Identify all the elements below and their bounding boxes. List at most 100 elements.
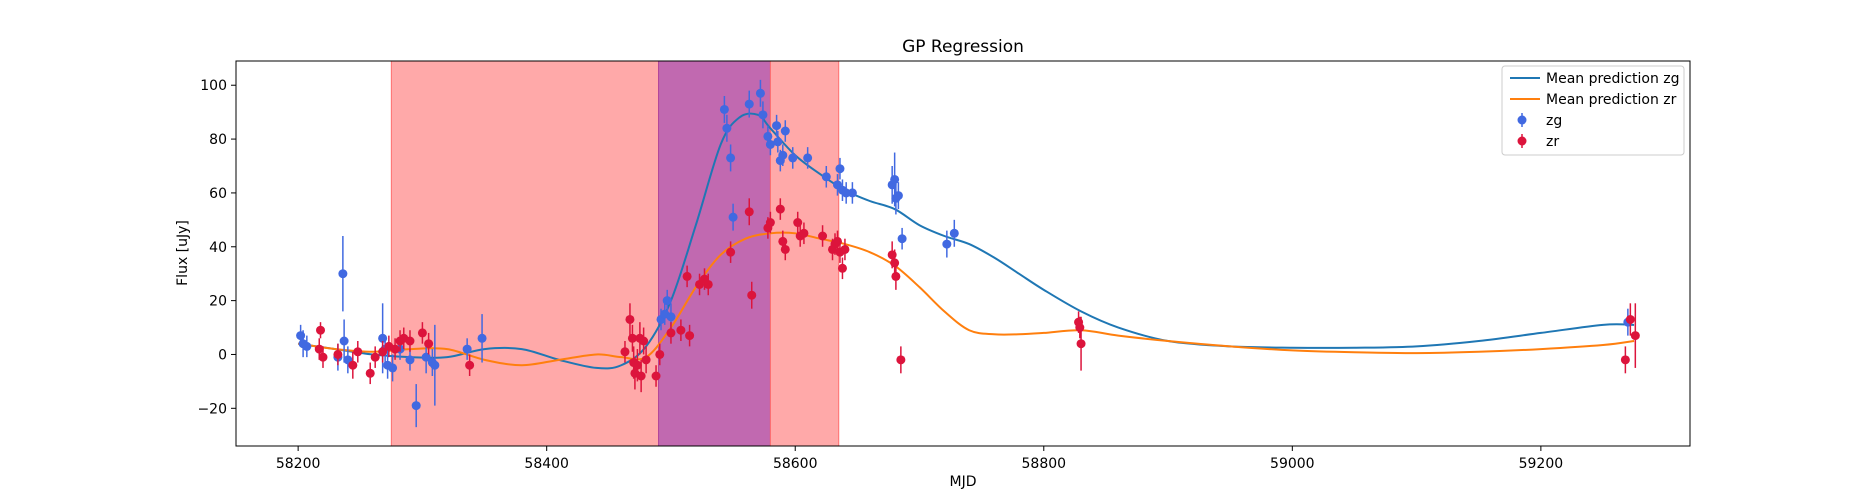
data-point-zr-53 <box>840 244 850 254</box>
data-point-zg-28 <box>755 88 765 98</box>
x-axis-ticks: 58200 58400 58600 58800 59000 59200 <box>276 446 1563 472</box>
data-point-zg-43 <box>841 188 851 198</box>
data-point-zg-22 <box>666 312 676 322</box>
data-point-zg-48 <box>893 191 903 201</box>
data-point-zg-51 <box>949 228 959 238</box>
data-point-zg-31 <box>765 139 775 149</box>
y-axis-label: Flux [uJy] <box>175 220 191 286</box>
data-point-zg-26 <box>728 212 738 222</box>
data-point-zg-12 <box>405 355 415 365</box>
data-point-zr-19 <box>627 333 637 343</box>
data-point-zg-27 <box>744 99 754 109</box>
y-tick-label-0: −20 <box>197 401 227 417</box>
data-point-zr-27 <box>651 371 661 381</box>
data-point-zr-1 <box>314 344 324 354</box>
x-axis-label: MJD <box>950 474 977 490</box>
data-point-zr-15 <box>424 339 434 349</box>
data-point-zg-29 <box>758 110 768 120</box>
data-point-zr-18 <box>625 314 635 324</box>
data-point-zr-22 <box>632 360 642 370</box>
data-point-zr-62 <box>1625 314 1635 324</box>
data-point-zg-16 <box>430 360 440 370</box>
data-point-zg-14 <box>421 352 431 362</box>
data-point-zr-35 <box>703 279 713 289</box>
chart-title: GP Regression <box>902 37 1024 57</box>
data-point-zg-5 <box>339 336 349 346</box>
y-tick-label-6: 100 <box>200 78 227 94</box>
data-point-zg-24 <box>722 123 732 133</box>
data-point-zr-59 <box>1075 323 1085 333</box>
data-point-zg-38 <box>803 153 813 163</box>
data-point-zg-50 <box>942 239 952 249</box>
data-point-zr-47 <box>818 231 828 241</box>
data-point-zr-17 <box>620 347 630 357</box>
data-point-zr-3 <box>333 349 343 359</box>
data-point-zr-61 <box>1620 355 1630 365</box>
data-point-zg-41 <box>835 164 845 174</box>
data-point-zr-57 <box>896 355 906 365</box>
data-point-zr-32 <box>685 331 695 341</box>
data-point-zg-18 <box>477 333 487 343</box>
data-point-zr-37 <box>744 207 754 217</box>
data-point-zr-4 <box>348 360 358 370</box>
x-tick-label-2: 58600 <box>773 456 818 472</box>
data-point-zr-63 <box>1630 331 1640 341</box>
data-point-zr-60 <box>1076 339 1086 349</box>
prediction-line-1 <box>297 231 1635 367</box>
data-point-zr-52 <box>837 263 847 273</box>
data-point-zr-46 <box>799 228 809 238</box>
data-point-zr-0 <box>316 325 326 335</box>
data-point-zr-30 <box>676 325 686 335</box>
x-tick-label-1: 58400 <box>524 456 569 472</box>
legend-marker-zg <box>1517 113 1527 127</box>
data-point-zr-56 <box>891 271 901 281</box>
legend-label-zr: zr <box>1546 134 1559 150</box>
data-point-zg-23 <box>719 104 729 114</box>
plot-frame <box>235 60 1691 447</box>
data-point-zg-39 <box>821 172 831 182</box>
data-point-zg-49 <box>897 234 907 244</box>
data-point-zr-55 <box>890 258 900 268</box>
data-point-zg-2 <box>302 341 312 351</box>
data-point-zr-29 <box>666 328 676 338</box>
x-tick-label-3: 58800 <box>1022 456 1067 472</box>
legend-box <box>1501 65 1685 156</box>
y-axis-ticks: −20 0 20 40 60 80 100 <box>197 78 236 417</box>
data-point-zr-5 <box>353 347 363 357</box>
legend-marker-zr <box>1517 134 1527 148</box>
data-point-zg-37 <box>788 153 798 163</box>
legend: Mean prediction zg Mean prediction zr zg… <box>1501 65 1685 156</box>
data-point-zr-10 <box>390 344 400 354</box>
data-point-zg-21 <box>662 296 672 306</box>
data-point-zr-2 <box>318 352 328 362</box>
y-tick-label-5: 80 <box>209 132 227 148</box>
legend-label-zr-line: Mean prediction zr <box>1546 92 1677 108</box>
y-tick-label-2: 20 <box>209 294 227 310</box>
data-point-zr-14 <box>417 328 427 338</box>
data-point-zr-28 <box>655 349 665 359</box>
shaded-region-2 <box>770 61 839 446</box>
data-point-zg-46 <box>890 174 900 184</box>
data-point-zr-24 <box>636 371 646 381</box>
y-tick-label-1: 0 <box>218 347 227 363</box>
y-tick-label-3: 40 <box>209 240 227 256</box>
data-point-zg-36 <box>780 126 790 136</box>
data-point-zr-16 <box>465 360 475 370</box>
data-point-zr-6 <box>365 368 375 378</box>
x-tick-label-4: 59000 <box>1270 456 1315 472</box>
data-point-zr-43 <box>780 244 790 254</box>
y-tick-label-4: 60 <box>209 186 227 202</box>
data-point-zr-44 <box>793 218 803 228</box>
data-point-zr-13 <box>405 336 415 346</box>
data-point-zr-38 <box>747 290 757 300</box>
data-point-zg-17 <box>462 344 472 354</box>
x-tick-label-5: 59200 <box>1519 456 1564 472</box>
data-point-zr-25 <box>639 336 649 346</box>
data-point-zr-36 <box>726 247 736 257</box>
data-point-zg-25 <box>726 153 736 163</box>
data-point-zr-41 <box>775 204 785 214</box>
data-point-zg-13 <box>411 401 421 411</box>
data-point-zg-10 <box>388 363 398 373</box>
shaded-regions <box>390 61 840 446</box>
